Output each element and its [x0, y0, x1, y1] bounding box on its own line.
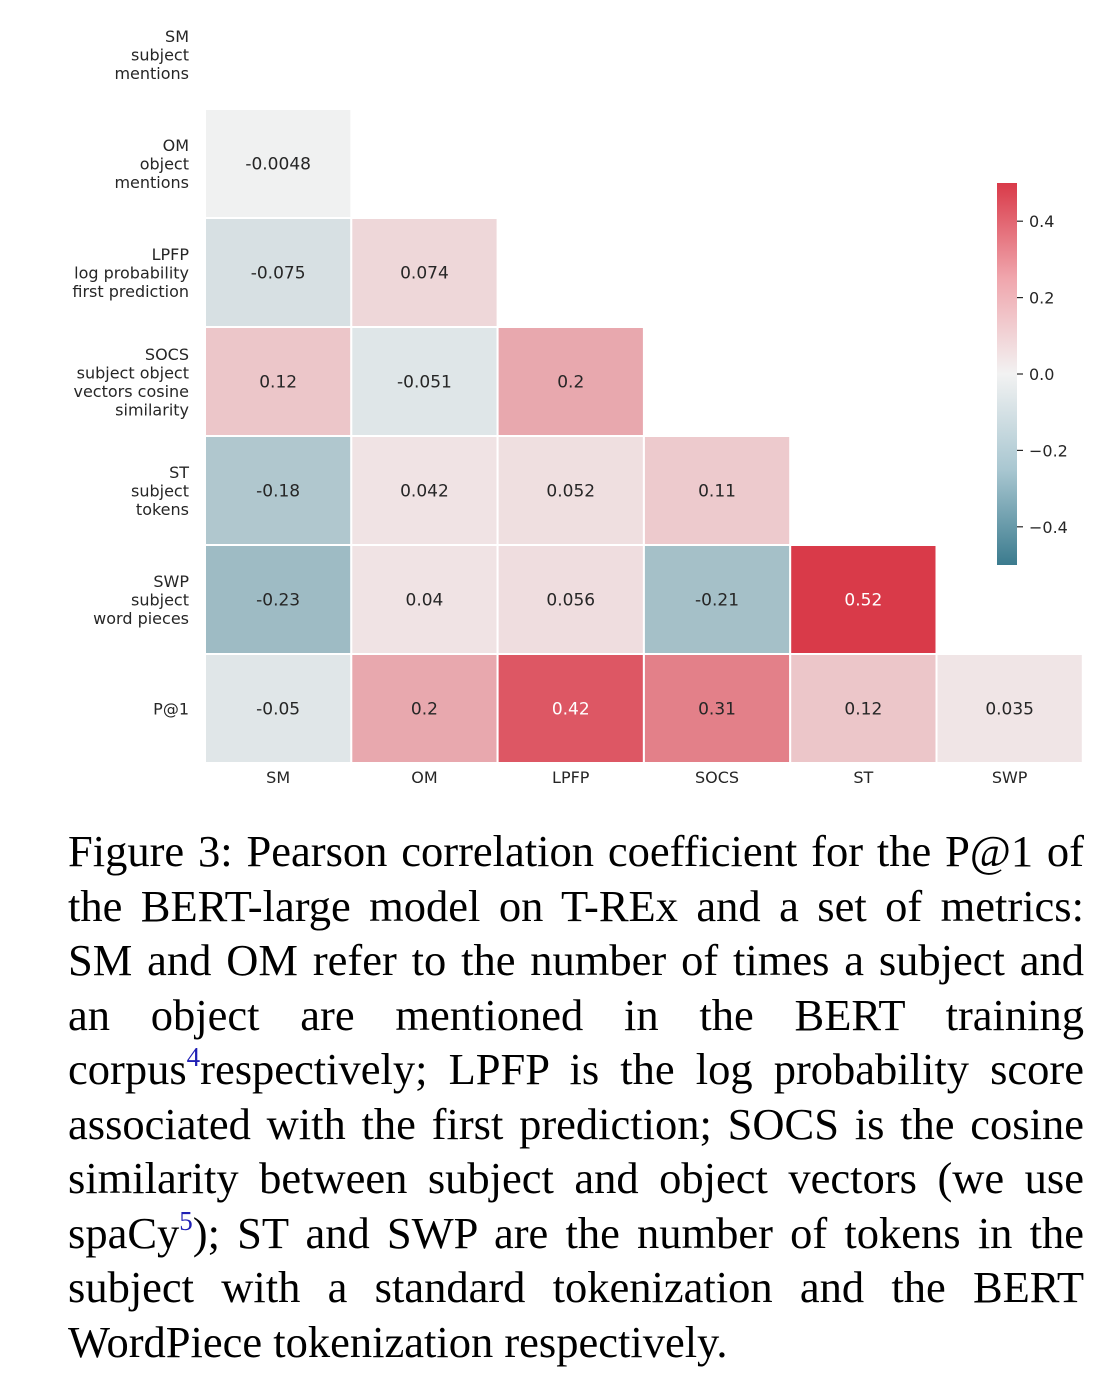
row-label: SWP subject word pieces — [93, 572, 189, 628]
row-labels: SM subject mentions OM object mentions LPFP log… — [72, 27, 189, 719]
heatmap-cell — [350, 435, 499, 546]
heatmap-cell — [642, 435, 792, 546]
heatmap-cell — [350, 544, 499, 655]
heatmap-cell — [642, 653, 792, 764]
colorbar: 0.4 0.2 0.0 −0.2 −0.4 — [997, 183, 1068, 565]
colorbar-tick-label: 0.0 — [1029, 365, 1054, 384]
row-label: SM subject mentions — [114, 27, 189, 83]
column-label: SWP — [992, 768, 1028, 787]
cell-value-label: 0.12 — [259, 373, 297, 393]
colorbar-tick-label: 0.2 — [1029, 289, 1054, 308]
column-label: ST — [853, 768, 873, 787]
heatmap-cell — [204, 653, 353, 764]
colorbar-tick-label: 0.4 — [1029, 212, 1054, 231]
column-label: OM — [411, 768, 437, 787]
cell-value-label: -0.075 — [251, 264, 306, 284]
cell-value-label: 0.42 — [552, 700, 590, 720]
heatmap-cell — [350, 653, 499, 764]
cell-value-label: 0.052 — [546, 482, 595, 502]
heatmap-cell — [496, 653, 645, 764]
cell-value-label: 0.074 — [400, 264, 449, 284]
cell-value-label: -0.0048 — [245, 155, 311, 175]
cell-value-label: 0.04 — [406, 591, 444, 611]
figure-caption: Figure 3: Pearson correlation coefficien… — [68, 824, 1084, 1369]
colorbar-gradient — [997, 183, 1017, 565]
caption-text-1: Figure 3: Pearson correlation coefficien… — [68, 826, 1084, 1094]
heatmap-cell — [350, 217, 499, 328]
caption-text-2: respectively; LPFP is the log probabilit… — [68, 1044, 1084, 1258]
heatmap-cells: -0.0048 -0.075 0.074 0.12 -0.051 0.2 -0.18 0.04… — [204, 108, 1084, 764]
colorbar-tick-label: −0.4 — [1029, 518, 1068, 537]
cell-value-label: 0.11 — [698, 482, 736, 502]
column-labels: SM OM LPFP SOCS ST SWP — [266, 768, 1028, 787]
heatmap-cell — [642, 544, 792, 655]
cell-value-label: 0.2 — [411, 700, 438, 720]
cell-value-label: 0.056 — [546, 591, 595, 611]
cell-value-label: -0.18 — [256, 482, 300, 502]
heatmap-cell — [204, 108, 353, 219]
row-label: LPFP log probability first prediction — [72, 245, 189, 301]
cell-value-label: 0.2 — [557, 373, 584, 393]
heatmap-cell — [204, 326, 353, 437]
caption-text-3: ); ST and SWP are the number of tokens i… — [68, 1207, 1084, 1367]
heatmap-cell — [496, 326, 645, 437]
cell-value-label: 0.31 — [698, 700, 736, 720]
colorbar-tick-label: −0.2 — [1029, 441, 1068, 460]
column-label: LPFP — [552, 768, 590, 787]
heatmap-cell — [204, 217, 353, 328]
row-label: ST subject tokens — [131, 463, 189, 519]
row-label: SOCS subject object vectors cosine similari… — [73, 345, 189, 420]
column-label: SM — [266, 768, 290, 787]
cell-value-label: 0.042 — [400, 482, 449, 502]
row-label: P@1 — [153, 700, 189, 719]
cell-value-label: -0.051 — [397, 373, 452, 393]
cell-value-label: -0.21 — [695, 591, 739, 611]
footnote-ref-4[interactable]: 4 — [186, 1042, 201, 1072]
heatmap-cell — [935, 653, 1084, 764]
column-label: SOCS — [695, 768, 739, 787]
cell-value-label: 0.52 — [844, 591, 882, 611]
correlation-heatmap: -0.0048 -0.075 0.074 0.12 -0.051 0.2 -0.18 0.04… — [72, 27, 1084, 787]
cell-value-label: -0.05 — [256, 700, 300, 720]
footnote-ref-5[interactable]: 5 — [179, 1205, 193, 1236]
cell-value-label: -0.23 — [256, 591, 300, 611]
heatmap-cell — [789, 653, 938, 764]
row-label: OM object mentions — [114, 136, 189, 192]
cell-value-label: 0.12 — [844, 700, 882, 720]
cell-value-label: 0.035 — [985, 700, 1034, 720]
